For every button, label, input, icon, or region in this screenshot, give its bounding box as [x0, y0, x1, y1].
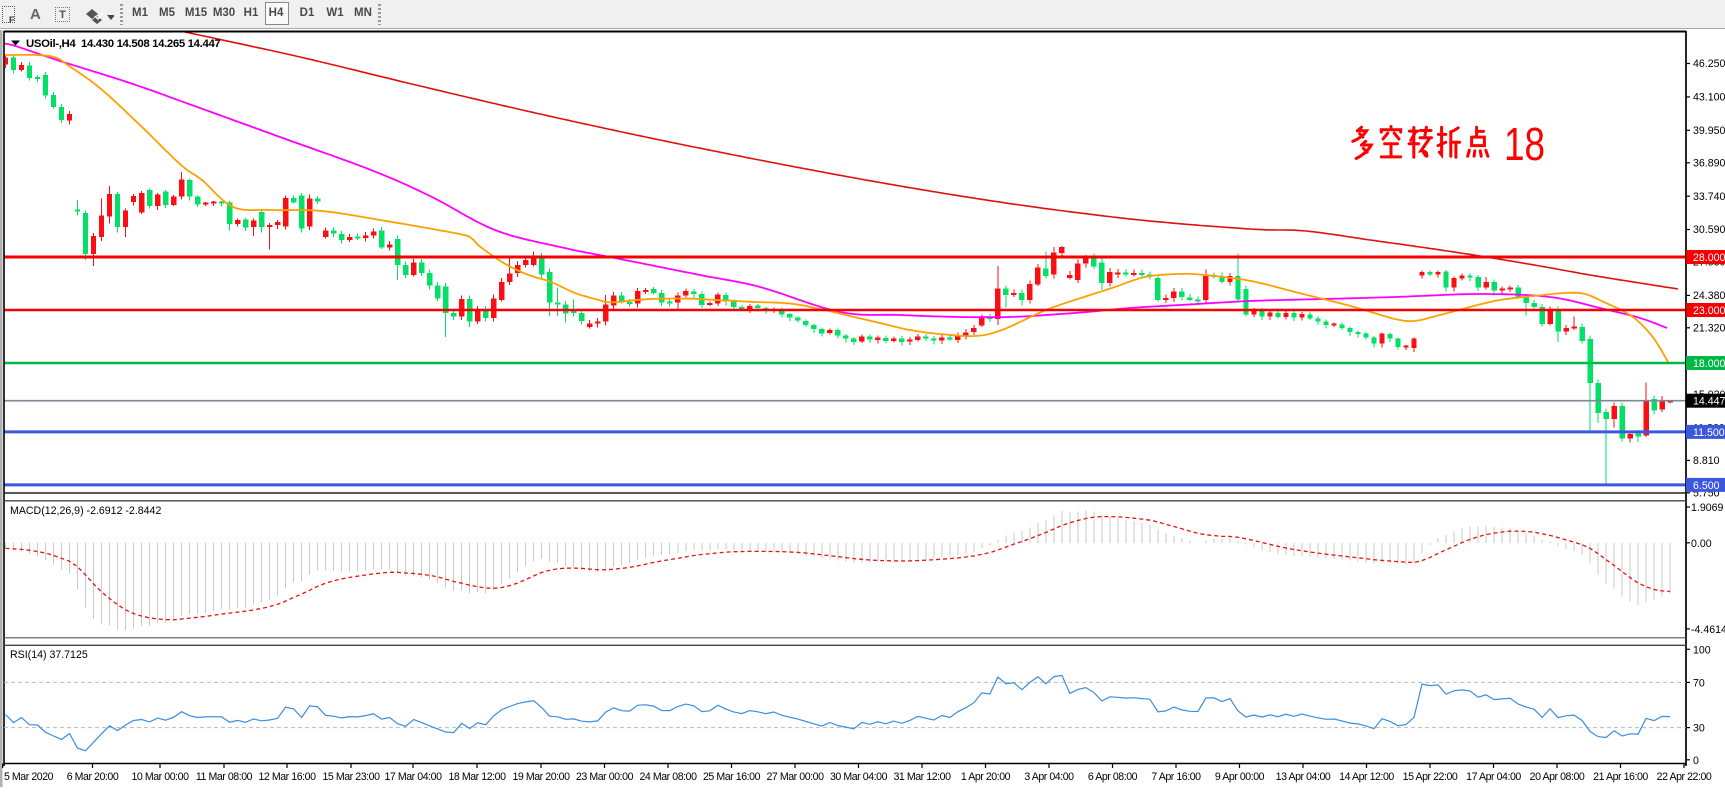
svg-text:27 Mar 00:00: 27 Mar 00:00	[766, 771, 824, 783]
svg-text:24 Mar 08:00: 24 Mar 08:00	[639, 771, 697, 783]
svg-text:RSI(14) 37.7125: RSI(14) 37.7125	[10, 649, 88, 661]
svg-text:24.380: 24.380	[1693, 290, 1725, 302]
svg-text:70: 70	[1693, 677, 1705, 689]
svg-text:33.740: 33.740	[1693, 191, 1725, 203]
svg-text:13 Apr 04:00: 13 Apr 04:00	[1276, 771, 1331, 783]
svg-text:36.890: 36.890	[1693, 157, 1725, 169]
svg-text:17 Mar 04:00: 17 Mar 04:00	[384, 771, 442, 783]
svg-text:9 Apr 00:00: 9 Apr 00:00	[1215, 771, 1265, 783]
svg-text:14.447: 14.447	[1693, 396, 1725, 408]
svg-text:5 Mar 2020: 5 Mar 2020	[4, 771, 54, 783]
svg-text:23.000: 23.000	[1693, 305, 1725, 317]
svg-text:39.950: 39.950	[1693, 125, 1725, 137]
svg-text:22 Apr 22:00: 22 Apr 22:00	[1657, 771, 1712, 783]
svg-text:30 Mar 04:00: 30 Mar 04:00	[830, 771, 888, 783]
svg-text:43.100: 43.100	[1693, 92, 1725, 104]
svg-text:6 Apr 08:00: 6 Apr 08:00	[1088, 771, 1138, 783]
svg-text:12 Mar 16:00: 12 Mar 16:00	[258, 771, 316, 783]
svg-text:21.320: 21.320	[1693, 322, 1725, 334]
svg-text:8.810: 8.810	[1693, 455, 1720, 467]
svg-text:11 Mar 08:00: 11 Mar 08:00	[196, 771, 253, 783]
svg-text:21 Apr 16:00: 21 Apr 16:00	[1593, 771, 1648, 783]
svg-text:3 Apr 04:00: 3 Apr 04:00	[1024, 771, 1074, 783]
svg-text:6.500: 6.500	[1693, 480, 1720, 492]
svg-text:-4.4614: -4.4614	[1691, 624, 1725, 636]
svg-text:10 Mar 00:00: 10 Mar 00:00	[131, 771, 189, 783]
svg-text:0.00: 0.00	[1691, 538, 1712, 550]
svg-text:17 Apr 04:00: 17 Apr 04:00	[1466, 771, 1521, 783]
svg-text:30: 30	[1693, 723, 1705, 735]
svg-text:100: 100	[1693, 644, 1711, 656]
svg-text:1.9069: 1.9069	[1691, 502, 1724, 514]
svg-text:14 Apr 12:00: 14 Apr 12:00	[1339, 771, 1394, 783]
svg-text:23 Mar 00:00: 23 Mar 00:00	[576, 771, 634, 783]
svg-text:7 Apr 16:00: 7 Apr 16:00	[1151, 771, 1201, 783]
svg-text:18 Mar 12:00: 18 Mar 12:00	[448, 771, 506, 783]
svg-text:11.500: 11.500	[1693, 427, 1725, 439]
svg-text:28.000: 28.000	[1693, 252, 1725, 264]
svg-text:15 Apr 22:00: 15 Apr 22:00	[1403, 771, 1458, 783]
svg-text:USOil-,H4 14.430 14.508 14.26: USOil-,H4 14.430 14.508 14.265 14.447	[26, 38, 220, 50]
svg-text:1 Apr 20:00: 1 Apr 20:00	[961, 771, 1011, 783]
svg-text:46.250: 46.250	[1693, 58, 1725, 70]
svg-text:18.000: 18.000	[1693, 358, 1725, 370]
svg-text:30.590: 30.590	[1693, 224, 1725, 236]
svg-text:6 Mar 20:00: 6 Mar 20:00	[67, 771, 119, 783]
svg-text:15 Mar 23:00: 15 Mar 23:00	[322, 771, 380, 783]
svg-text:0: 0	[1693, 755, 1699, 767]
svg-text:MACD(12,26,9) -2.6912 -2.8442: MACD(12,26,9) -2.6912 -2.8442	[10, 505, 161, 517]
svg-text:19 Mar 20:00: 19 Mar 20:00	[512, 771, 570, 783]
svg-text:25 Mar 16:00: 25 Mar 16:00	[703, 771, 761, 783]
svg-text:20 Apr 08:00: 20 Apr 08:00	[1530, 771, 1585, 783]
svg-text:31 Mar 12:00: 31 Mar 12:00	[893, 771, 951, 783]
svg-text:18: 18	[1504, 118, 1545, 170]
